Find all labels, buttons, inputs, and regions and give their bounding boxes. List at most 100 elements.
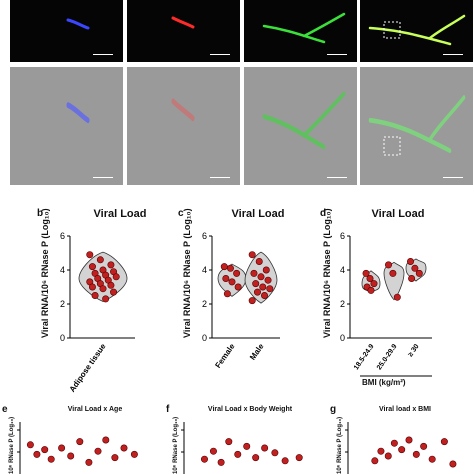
micrograph-brightfield-red	[127, 67, 240, 185]
data-point	[107, 281, 115, 289]
data-point	[384, 261, 392, 269]
data-point	[225, 438, 233, 446]
data-point	[130, 450, 138, 458]
data-point	[257, 273, 265, 281]
data-point	[88, 263, 96, 271]
data-point	[102, 295, 110, 303]
data-point	[377, 447, 385, 455]
y-tick-label: 4	[202, 265, 207, 275]
data-point	[96, 256, 104, 264]
y-tick-label: 6	[60, 231, 65, 241]
zoom-region-box	[383, 136, 401, 156]
violin-d-2	[405, 258, 427, 282]
y-tick-label: 2	[340, 299, 345, 309]
data-point	[112, 273, 120, 281]
data-point	[371, 457, 379, 465]
cell-signal	[66, 102, 90, 124]
data-point	[281, 457, 289, 465]
chart-e-ylabel: 10⁶ RNase P (Log₁₀)	[9, 416, 15, 474]
violin-c-1	[244, 251, 278, 304]
cell-signal	[66, 18, 90, 30]
data-point	[222, 274, 230, 282]
data-point	[91, 291, 99, 299]
micrograph-brightfield-blue	[10, 67, 123, 185]
scale-bar	[327, 54, 347, 55]
panel-letter-g: g	[330, 404, 337, 415]
data-point	[255, 257, 263, 265]
data-point	[428, 455, 436, 463]
panel-letter-d: d	[320, 208, 327, 219]
panel-letter-c: c	[178, 208, 184, 219]
data-point	[411, 264, 419, 272]
data-point	[26, 441, 34, 449]
data-point	[228, 278, 236, 286]
data-point	[449, 460, 457, 468]
data-point	[111, 454, 119, 462]
data-point	[96, 280, 104, 288]
data-point	[234, 450, 242, 458]
y-tick-label: 6	[340, 231, 345, 241]
micrograph-brightfield-merge	[360, 67, 473, 185]
data-point	[250, 269, 258, 277]
data-point	[440, 438, 448, 446]
data-point	[233, 269, 241, 277]
chart-g-ylabel: 10⁶ RNase P (Log₁₀)	[337, 416, 343, 474]
cell-signal	[368, 14, 466, 46]
scale-bar	[443, 177, 463, 178]
y-tick-label: 0	[202, 333, 207, 343]
data-point	[120, 444, 128, 452]
chart-d-ylabel: Viral RNA/10⁶ RNase P (Log₁₀)	[322, 208, 332, 338]
violin-c-0	[217, 263, 247, 297]
chart-g-title: Viral load x BMI	[379, 406, 431, 413]
data-point	[362, 269, 370, 277]
chart-b-ylabel: Viral RNA/10⁶ RNase P (Log₁₀)	[40, 208, 50, 338]
data-point	[220, 263, 228, 271]
cell-signal	[262, 12, 346, 44]
data-point	[223, 290, 231, 298]
chart-e-title: Viral Load x Age	[67, 406, 123, 413]
data-point	[226, 264, 234, 272]
scale-bar	[93, 177, 113, 178]
scale-bar	[93, 54, 113, 55]
data-point	[107, 261, 115, 269]
data-point	[88, 283, 96, 291]
data-point	[393, 293, 401, 301]
x-tick-label: Adipose tissue	[68, 342, 108, 394]
data-point	[415, 269, 423, 277]
data-point	[261, 291, 269, 299]
violin-d-1	[383, 261, 405, 301]
x-tick-label: 18.5-24.9	[353, 343, 376, 371]
chart-c-title: Viral Load	[231, 208, 285, 220]
data-point	[363, 283, 371, 291]
chart-c-ylabel: Viral RNA/10⁶ RNase P (Log₁₀)	[182, 208, 192, 338]
scale-bar	[443, 54, 463, 55]
scale-bar	[210, 54, 230, 55]
data-point	[85, 458, 93, 466]
data-point	[47, 455, 55, 463]
data-point	[91, 269, 99, 277]
y-tick-label: 0	[340, 333, 345, 343]
data-point	[389, 269, 397, 277]
data-point	[405, 436, 413, 444]
y-tick-label: 4	[340, 265, 345, 275]
data-point	[248, 251, 256, 259]
cell-signal	[262, 91, 346, 150]
data-point	[271, 449, 279, 457]
data-point	[259, 283, 267, 291]
micrograph-blue	[10, 0, 123, 62]
data-point	[243, 442, 251, 450]
data-point	[41, 446, 49, 454]
data-point	[99, 285, 107, 293]
data-point	[94, 274, 102, 282]
y-tick-label: 2	[60, 299, 65, 309]
data-point	[261, 444, 269, 452]
chart-f-ylabel: 10⁶ RNase P (Log₁₀)	[173, 416, 179, 474]
micrograph-red	[127, 0, 240, 62]
data-point	[384, 452, 392, 460]
data-point	[398, 446, 406, 454]
data-point	[262, 266, 270, 274]
y-tick-label: 4	[60, 265, 65, 275]
panel-letter-b: b	[37, 208, 44, 219]
data-point	[104, 276, 112, 284]
data-point	[406, 257, 414, 265]
